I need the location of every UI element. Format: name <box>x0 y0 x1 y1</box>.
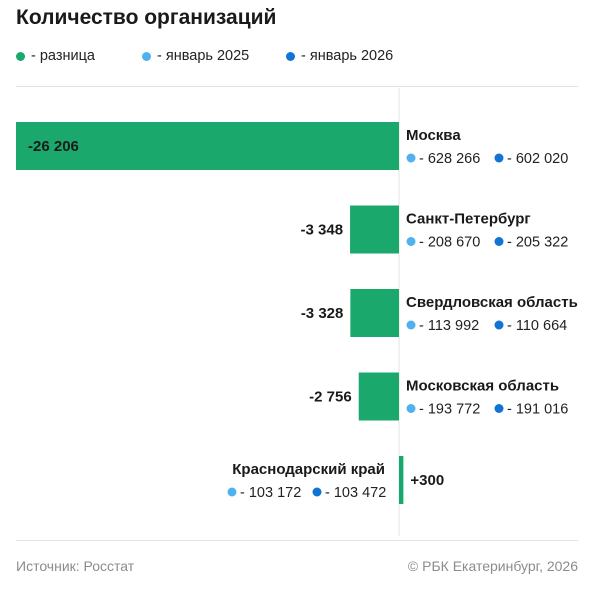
value-label-jan-2025: - 103 172 <box>240 485 301 501</box>
value-label-jan-2025: - 113 992 <box>419 318 479 334</box>
bar-difference <box>350 289 399 337</box>
value-label-jan-2026: - 205 322 <box>507 235 568 251</box>
data-label-difference: -2 756 <box>309 389 352 406</box>
category-label: Краснодарский край <box>232 461 385 478</box>
marker-jan-2026 <box>494 320 504 330</box>
legend-label-jan-2025: - январь 2025 <box>157 48 250 64</box>
top-divider <box>16 86 578 87</box>
copyright-note: © РБК Екатеринбург, 2026 <box>407 558 578 574</box>
marker-jan-2026 <box>312 487 322 497</box>
legend-label-difference: - разница <box>31 48 95 64</box>
category-label: Свердловская область <box>406 294 578 311</box>
data-label-difference: +300 <box>410 472 444 489</box>
value-label-jan-2026: - 110 664 <box>507 318 567 334</box>
legend: - разница - январь 2025 - январь 2026 <box>16 48 576 68</box>
category-label: Санкт-Петербург <box>406 211 531 228</box>
legend-label-jan-2026: - январь 2026 <box>301 48 394 64</box>
marker-jan-2025 <box>406 404 416 413</box>
value-label-jan-2026: - 602 020 <box>507 151 568 167</box>
legend-dot-difference <box>16 51 25 61</box>
bar-difference <box>16 122 399 170</box>
value-label-jan-2026: - 191 016 <box>507 402 568 418</box>
marker-jan-2025 <box>227 487 237 497</box>
marker-jan-2026 <box>494 237 504 246</box>
data-label-difference: -3 328 <box>301 305 344 322</box>
marker-jan-2026 <box>494 404 504 413</box>
legend-item-jan-2025: - январь 2025 <box>142 48 249 64</box>
category-label: Московская область <box>406 378 559 395</box>
marker-jan-2025 <box>406 237 416 246</box>
bar-difference <box>358 372 399 421</box>
source-note: Источник: Росстат <box>16 558 135 574</box>
chart-title: Количество организаций <box>16 6 277 29</box>
category-label: Москва <box>406 127 461 144</box>
value-label-jan-2025: - 628 266 <box>419 151 480 167</box>
data-label-difference: -3 348 <box>301 222 344 239</box>
legend-item-jan-2026: - январь 2026 <box>286 48 393 64</box>
bottom-divider <box>16 540 578 541</box>
legend-item-difference: - разница <box>16 48 95 64</box>
bar-difference <box>399 456 404 504</box>
value-label-jan-2026: - 103 472 <box>325 485 386 501</box>
marker-jan-2025 <box>406 320 416 330</box>
marker-jan-2026 <box>494 153 504 163</box>
legend-dot-jan-2026 <box>286 51 295 61</box>
value-label-jan-2025: - 193 772 <box>419 402 480 418</box>
bar-difference <box>350 205 399 254</box>
marker-jan-2025 <box>406 153 416 163</box>
value-label-jan-2025: - 208 670 <box>419 235 480 251</box>
data-label-difference: -26 206 <box>28 138 79 155</box>
legend-dot-jan-2025 <box>142 51 151 61</box>
